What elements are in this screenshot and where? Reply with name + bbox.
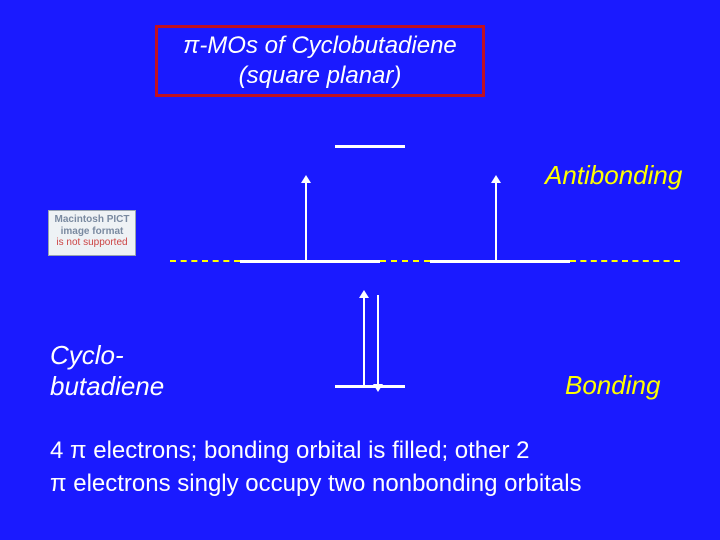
placeholder-line-2: image format — [51, 226, 133, 238]
summary-text: 4 π electrons; bonding orbital is filled… — [50, 435, 680, 500]
electron-arrow — [363, 295, 365, 385]
orbital-nonbonding-left — [240, 260, 380, 263]
label-bonding: Bonding — [565, 370, 660, 401]
label-antibonding: Antibonding — [545, 160, 682, 191]
label-cyclobutadiene: Cyclo- butadiene — [50, 340, 164, 402]
summary-part2: electrons singly occupy two nonbonding o… — [67, 470, 582, 497]
title-line-2: (square planar) — [158, 61, 482, 91]
electron-arrow — [377, 295, 379, 385]
nonbonding-reference-line — [570, 260, 680, 262]
nonbonding-reference-line — [170, 260, 240, 262]
orbital-nonbonding-right — [430, 260, 570, 263]
slide-title-box: π-MOs of Cyclobutadiene (square planar) — [155, 25, 485, 97]
pi-symbol: π — [50, 470, 67, 497]
summary-part1: electrons; bonding orbital is filled; ot… — [87, 437, 530, 464]
electron-arrow — [305, 180, 307, 260]
electron-arrowhead — [491, 175, 501, 183]
orbital-bonding — [335, 385, 405, 388]
nonbonding-reference-line — [380, 260, 430, 262]
electron-arrow — [495, 180, 497, 260]
pi-symbol: π — [70, 437, 87, 464]
pi-symbol: π — [183, 32, 199, 59]
orbital-antibonding — [335, 145, 405, 148]
label-cyclo-line1: Cyclo- — [50, 340, 164, 371]
placeholder-line-3: is not supported — [51, 237, 133, 249]
label-cyclo-line2: butadiene — [50, 371, 164, 402]
electron-arrowhead — [359, 290, 369, 298]
summary-prefix: 4 — [50, 437, 70, 464]
electron-arrowhead — [301, 175, 311, 183]
title-line-1-rest: -MOs of Cyclobutadiene — [199, 32, 456, 59]
title-line-1: π-MOs of Cyclobutadiene — [158, 31, 482, 61]
missing-image-placeholder: Macintosh PICT image format is not suppo… — [48, 210, 136, 256]
electron-arrowhead — [373, 384, 383, 392]
placeholder-line-1: Macintosh PICT — [51, 214, 133, 226]
